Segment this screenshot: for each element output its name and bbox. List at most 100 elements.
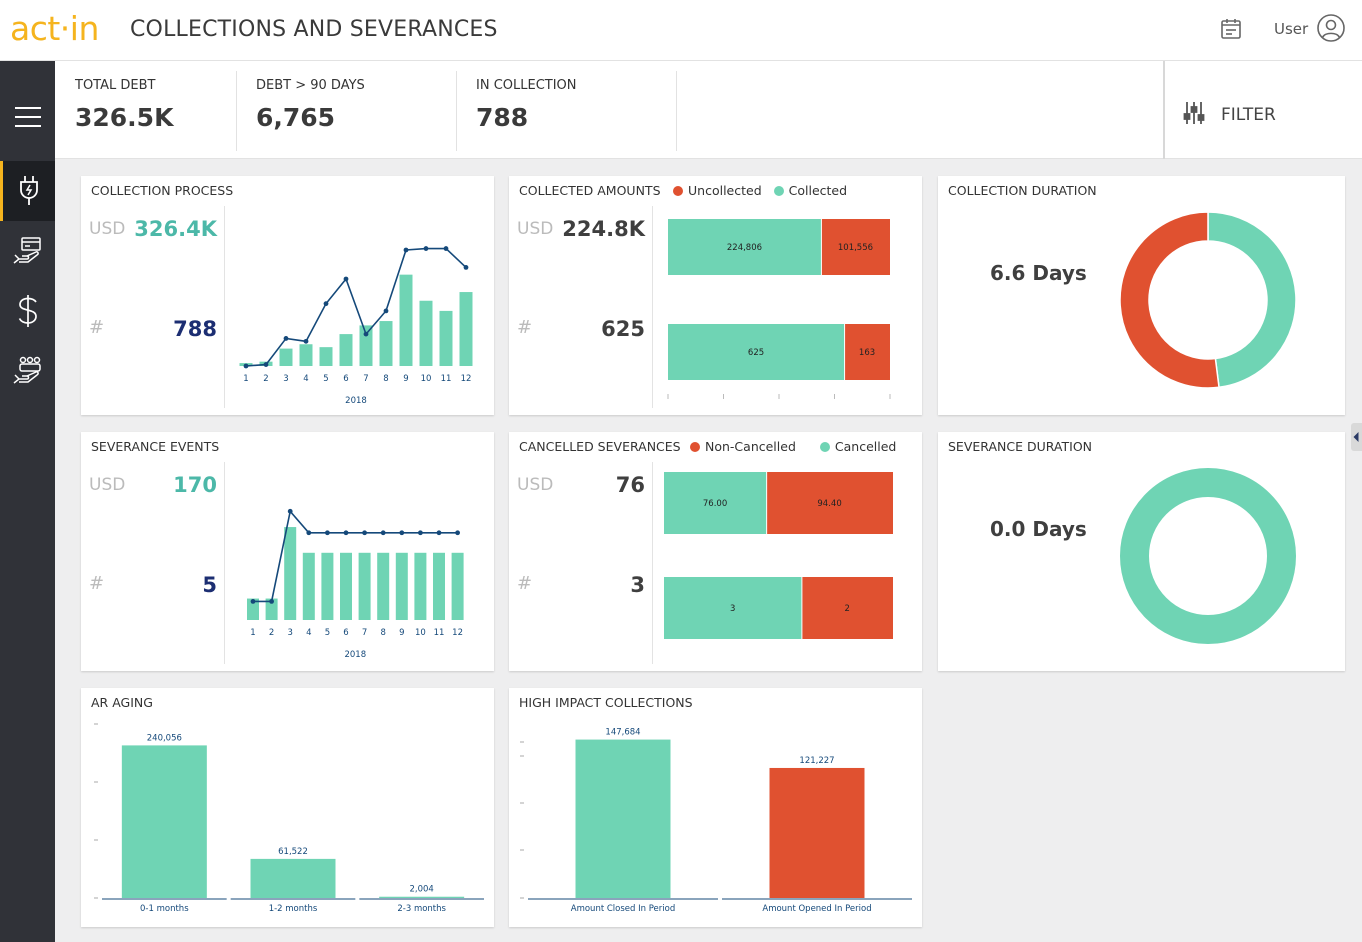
chart-bar[interactable] <box>769 767 865 898</box>
x-tick-label: 10 <box>415 628 426 638</box>
chart-bar[interactable] <box>414 552 427 620</box>
x-tick-label: 2-3 months <box>397 904 446 914</box>
x-tick-label: Amount Closed In Period <box>571 904 675 914</box>
chart-bar[interactable] <box>279 348 293 366</box>
collection-duration-donut <box>1120 212 1296 388</box>
chart-point[interactable] <box>463 265 469 270</box>
chart-bar[interactable] <box>575 739 671 898</box>
chart-point[interactable] <box>423 246 429 251</box>
kpi-divider <box>236 71 237 151</box>
chart-bar[interactable] <box>340 552 352 620</box>
side-panel-toggle[interactable] <box>1351 423 1362 451</box>
chart-bar[interactable] <box>451 552 464 620</box>
chart-point[interactable] <box>343 276 349 282</box>
chart-point[interactable] <box>418 530 423 536</box>
chart-bar[interactable] <box>121 745 207 898</box>
count-label: # <box>517 317 533 338</box>
chart-bar[interactable] <box>379 321 393 366</box>
chart-point[interactable] <box>263 362 269 367</box>
chart-bar[interactable] <box>419 300 433 366</box>
chart-point[interactable] <box>403 247 409 253</box>
chart-point[interactable] <box>243 363 249 369</box>
calendar-icon[interactable] <box>1219 17 1243 41</box>
chart-point[interactable] <box>269 599 274 604</box>
sidebar-item-severances[interactable] <box>0 341 55 401</box>
legend-cancelled[interactable]: Cancelled <box>834 439 897 454</box>
high-impact-chart: 147,684 Amount Closed In Period 121,227 Amo… <box>520 728 912 914</box>
sidebar <box>0 61 55 942</box>
chart-bar[interactable] <box>319 347 333 366</box>
sidebar-item-finance[interactable] <box>0 281 55 341</box>
stack-segment-collected[interactable] <box>668 324 845 380</box>
user-avatar-icon[interactable] <box>1316 13 1346 43</box>
chart-bar[interactable] <box>321 552 334 620</box>
chart-point[interactable] <box>455 530 460 536</box>
chart-point[interactable] <box>306 530 312 536</box>
chart-point[interactable] <box>399 530 405 536</box>
donut-slice[interactable] <box>1120 468 1296 644</box>
chart-bar[interactable] <box>358 552 371 620</box>
chart-point[interactable] <box>343 530 349 536</box>
chart-bar[interactable] <box>433 552 445 620</box>
chart-point[interactable] <box>283 336 289 341</box>
filter-button[interactable]: FILTER <box>1163 61 1362 159</box>
user-label[interactable]: User <box>1274 20 1309 38</box>
chart-bar[interactable] <box>339 334 353 366</box>
donut-slice[interactable] <box>1120 212 1220 388</box>
chart-bar[interactable] <box>359 325 373 366</box>
dollar-icon <box>18 295 37 327</box>
legend-collected[interactable]: Collected <box>788 183 848 198</box>
chart-bar[interactable] <box>377 552 390 620</box>
x-tick-label: 3 <box>283 374 288 384</box>
chart-point[interactable] <box>325 530 330 536</box>
chart-bar[interactable] <box>265 598 278 620</box>
usd-value: 224.8K <box>562 217 645 241</box>
chart-point[interactable] <box>303 338 309 344</box>
stack-segment-uncollected[interactable] <box>821 219 890 275</box>
chart-bar[interactable] <box>250 858 336 898</box>
segment-label: 163 <box>859 348 875 358</box>
chart-bar[interactable] <box>395 552 408 620</box>
chart-bar[interactable] <box>379 896 465 898</box>
chart-point[interactable] <box>323 301 329 307</box>
sidebar-item-collections[interactable] <box>0 161 55 221</box>
stack-segment-cancelled[interactable] <box>664 577 802 639</box>
app-logo[interactable]: act·in <box>10 9 99 48</box>
card-title: COLLECTION DURATION <box>948 183 1097 198</box>
chart-bar[interactable] <box>459 292 473 366</box>
stack-segment-uncollected[interactable] <box>845 324 890 380</box>
card-title: AR AGING <box>91 695 153 710</box>
chart-bar[interactable] <box>399 274 413 366</box>
chart-bar[interactable] <box>302 552 315 620</box>
x-tick-label: 9 <box>399 628 404 638</box>
chart-point[interactable] <box>380 530 386 536</box>
stack-segment-noncancelled[interactable] <box>767 472 893 534</box>
sidebar-item-payments[interactable] <box>0 221 55 281</box>
chart-bar[interactable] <box>284 527 297 620</box>
chart-point[interactable] <box>250 599 256 604</box>
chevron-left-icon <box>1353 432 1359 442</box>
chart-point[interactable] <box>436 530 442 536</box>
legend-dot-cancelled <box>819 441 830 452</box>
kpi-value: 6,765 <box>256 103 336 132</box>
chart-bar[interactable] <box>247 598 259 620</box>
legend-uncollected[interactable]: Uncollected <box>688 183 762 198</box>
chart-point[interactable] <box>362 530 367 536</box>
stack-segment-cancelled[interactable] <box>664 472 767 534</box>
stack-segment-noncancelled[interactable] <box>802 577 893 639</box>
chart-point[interactable] <box>363 331 369 337</box>
chart-point[interactable] <box>383 308 389 314</box>
chart-bar[interactable] <box>299 344 313 366</box>
ar-aging-chart: 240,056 0-1 months 61,522 1-2 months 2,004 2-… <box>94 723 484 914</box>
segment-label: 94.40 <box>817 499 841 509</box>
menu-icon[interactable] <box>15 107 41 127</box>
stack-segment-collected[interactable] <box>668 219 821 275</box>
legend-non-cancelled[interactable]: Non-Cancelled <box>705 439 796 454</box>
count-value: 625 <box>601 317 645 341</box>
chart-point[interactable] <box>287 508 293 514</box>
chart-bar[interactable] <box>439 310 453 366</box>
donut-slice[interactable] <box>1207 212 1296 388</box>
x-tick-label: 9 <box>403 374 408 384</box>
collected-amounts-chart: 224,806 101,556 625 163 <box>667 219 891 399</box>
chart-point[interactable] <box>443 246 449 251</box>
